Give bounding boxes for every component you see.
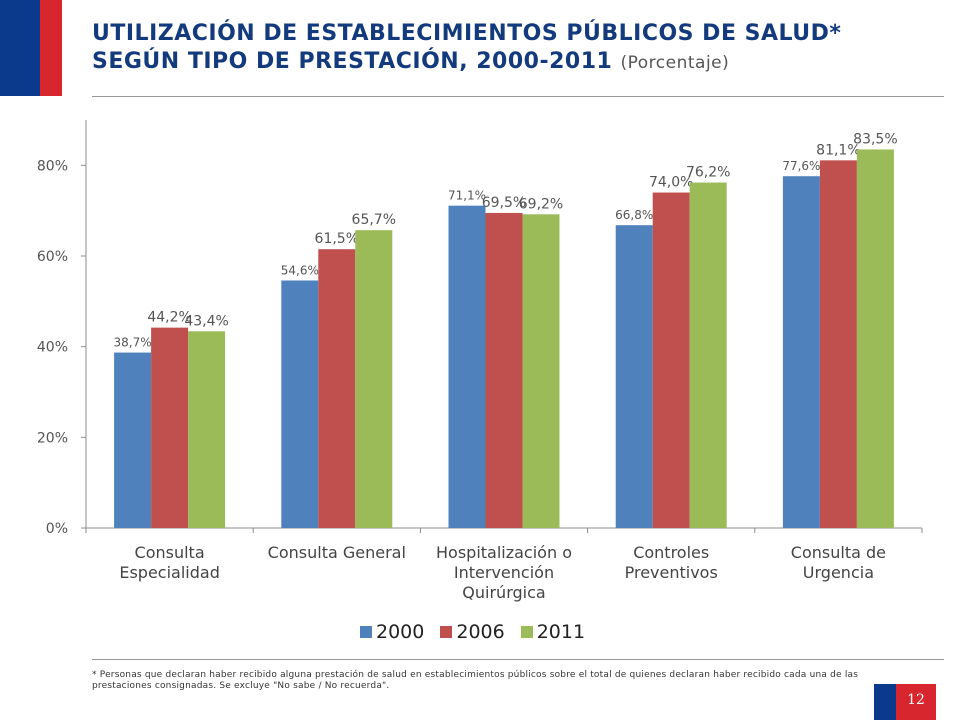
- data-label-2011: 76,2%: [686, 165, 730, 181]
- legend-label: 2000: [376, 621, 425, 643]
- title-unit: (Porcentaje): [620, 53, 730, 73]
- legend-label: 2011: [536, 621, 586, 643]
- bar-2000: [448, 205, 486, 528]
- y-tick-label: 20%: [37, 430, 68, 446]
- bar-2011: [856, 149, 894, 528]
- bar-2000: [114, 352, 152, 528]
- x-category-label: Hospitalización o: [436, 543, 572, 562]
- bar-2011: [522, 214, 560, 528]
- legend-label: 2006: [456, 621, 505, 643]
- page-badge-blue: [874, 684, 896, 720]
- data-label-2000: 38,7%: [114, 336, 152, 350]
- page-number-badge: 12: [874, 684, 936, 720]
- x-category-label: Intervención: [454, 563, 554, 582]
- data-label-2006: 69,5%: [482, 195, 526, 211]
- bar-2006: [819, 160, 857, 528]
- y-tick-label: 60%: [37, 249, 68, 265]
- flag-red-band: [40, 0, 62, 96]
- data-label-2006: 61,5%: [315, 231, 359, 247]
- data-label-2006: 74,0%: [649, 175, 693, 191]
- chart-legend: 2000 2006 2011: [360, 620, 585, 644]
- chart-title: UTILIZACIÓN DE ESTABLECIMIENTOS PÚBLICOS…: [92, 20, 932, 77]
- x-category-label: Especialidad: [119, 563, 220, 582]
- data-label-2011: 43,4%: [184, 313, 228, 329]
- data-label-2006: 81,1%: [816, 142, 860, 158]
- bar-2006: [485, 212, 523, 528]
- y-tick-label: 0%: [46, 521, 68, 537]
- x-category-label: Consulta de: [791, 543, 886, 562]
- bar-2011: [689, 182, 727, 528]
- x-category-label: Urgencia: [803, 563, 874, 582]
- title-line-2: SEGÚN TIPO DE PRESTACIÓN, 2000-2011 (Por…: [92, 48, 932, 77]
- legend-item-2006: 2006: [440, 621, 505, 643]
- bar-2006: [318, 249, 356, 528]
- data-label-2000: 54,6%: [281, 263, 319, 277]
- bar-2006: [151, 327, 189, 528]
- data-label-2011: 83,5%: [853, 131, 897, 147]
- bar-2011: [355, 230, 393, 528]
- bar-2006: [652, 192, 690, 528]
- page-number: 12: [907, 692, 925, 708]
- title-line-2-text: SEGÚN TIPO DE PRESTACIÓN, 2000-2011: [92, 49, 613, 74]
- footnote-divider: [92, 659, 944, 660]
- page-badge-red: [896, 684, 936, 720]
- bar-2000: [782, 176, 820, 529]
- legend-swatch: [520, 626, 533, 638]
- legend-swatch: [440, 626, 453, 638]
- title-line-1: UTILIZACIÓN DE ESTABLECIMIENTOS PÚBLICOS…: [92, 21, 842, 46]
- x-category-label: Quirúrgica: [462, 583, 545, 602]
- bar-2000: [281, 280, 319, 528]
- legend-swatch: [360, 626, 372, 638]
- data-label-2000: 71,1%: [448, 189, 486, 203]
- data-label-2000: 77,6%: [782, 159, 820, 173]
- data-label-2000: 66,8%: [615, 208, 653, 222]
- x-category-label: Preventivos: [625, 563, 718, 582]
- bar-chart: 0% 20% 40% 60% 80% 38,7% 44,2%43,4% ConsultaEsp…: [37, 120, 923, 602]
- y-tick-label: 80%: [37, 158, 68, 174]
- data-label-2011: 65,7%: [352, 212, 396, 228]
- legend-item-2011: 2011: [520, 621, 586, 643]
- y-tick-label: 40%: [37, 340, 68, 356]
- data-label-2011: 69,2%: [519, 196, 563, 212]
- x-category-label: Consulta: [135, 543, 205, 562]
- title-divider: [92, 96, 944, 97]
- bar-2011: [188, 331, 226, 528]
- flag-logo: [0, 0, 62, 96]
- bar-2000: [615, 225, 653, 528]
- x-category-label: Controles: [633, 543, 709, 562]
- data-label-2006: 44,2%: [147, 310, 191, 326]
- legend-item-2000: 2000: [360, 621, 424, 643]
- footnote: * Personas que declaran haber recibido a…: [92, 670, 859, 691]
- flag-blue-band: [0, 0, 40, 96]
- x-category-label: Consulta General: [268, 543, 406, 562]
